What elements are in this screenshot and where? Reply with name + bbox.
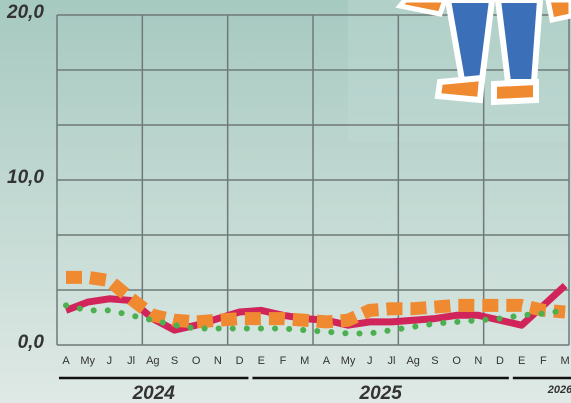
x-tick-label: N [214,355,222,367]
x-tick-label: N [474,355,482,367]
x-tick-label: J [107,355,113,367]
x-tick-label: My [341,355,356,367]
x-tick-label: M [561,355,570,367]
x-tick-label: S [171,355,178,367]
year-label: 2026 [547,384,571,396]
x-tick-label: Ag [146,355,159,367]
x-tick-label: E [258,355,265,367]
y-tick-label: 0,0 [18,332,45,353]
y-tick-label: 10,0 [7,167,44,188]
x-tick-label: Ag [406,355,419,367]
x-tick-label: A [62,355,70,367]
x-tick-label: J [367,355,373,367]
year-label: 2024 [132,383,176,403]
x-tick-label: S [431,355,438,367]
x-tick-label: D [236,355,244,367]
x-tick-label: E [518,355,525,367]
x-tick-label: Jl [127,355,135,367]
x-tick-label: M [300,355,309,367]
x-tick-label: O [452,355,461,367]
chart: 0,0 10,0 20,0 A My J Jl Ag S O N D E F M A My J Jl Ag S O N D E F… [0,0,571,403]
x-tick-label: F [280,355,287,367]
x-tick-label: My [80,355,95,367]
x-tick-label: O [192,355,201,367]
year-label: 2025 [359,383,403,403]
x-tick-label: Jl [388,355,396,367]
y-tick-label: 20,0 [6,2,44,23]
x-tick-label: D [496,355,504,367]
x-tick-label: F [540,355,547,367]
x-tick-label: A [323,355,331,367]
